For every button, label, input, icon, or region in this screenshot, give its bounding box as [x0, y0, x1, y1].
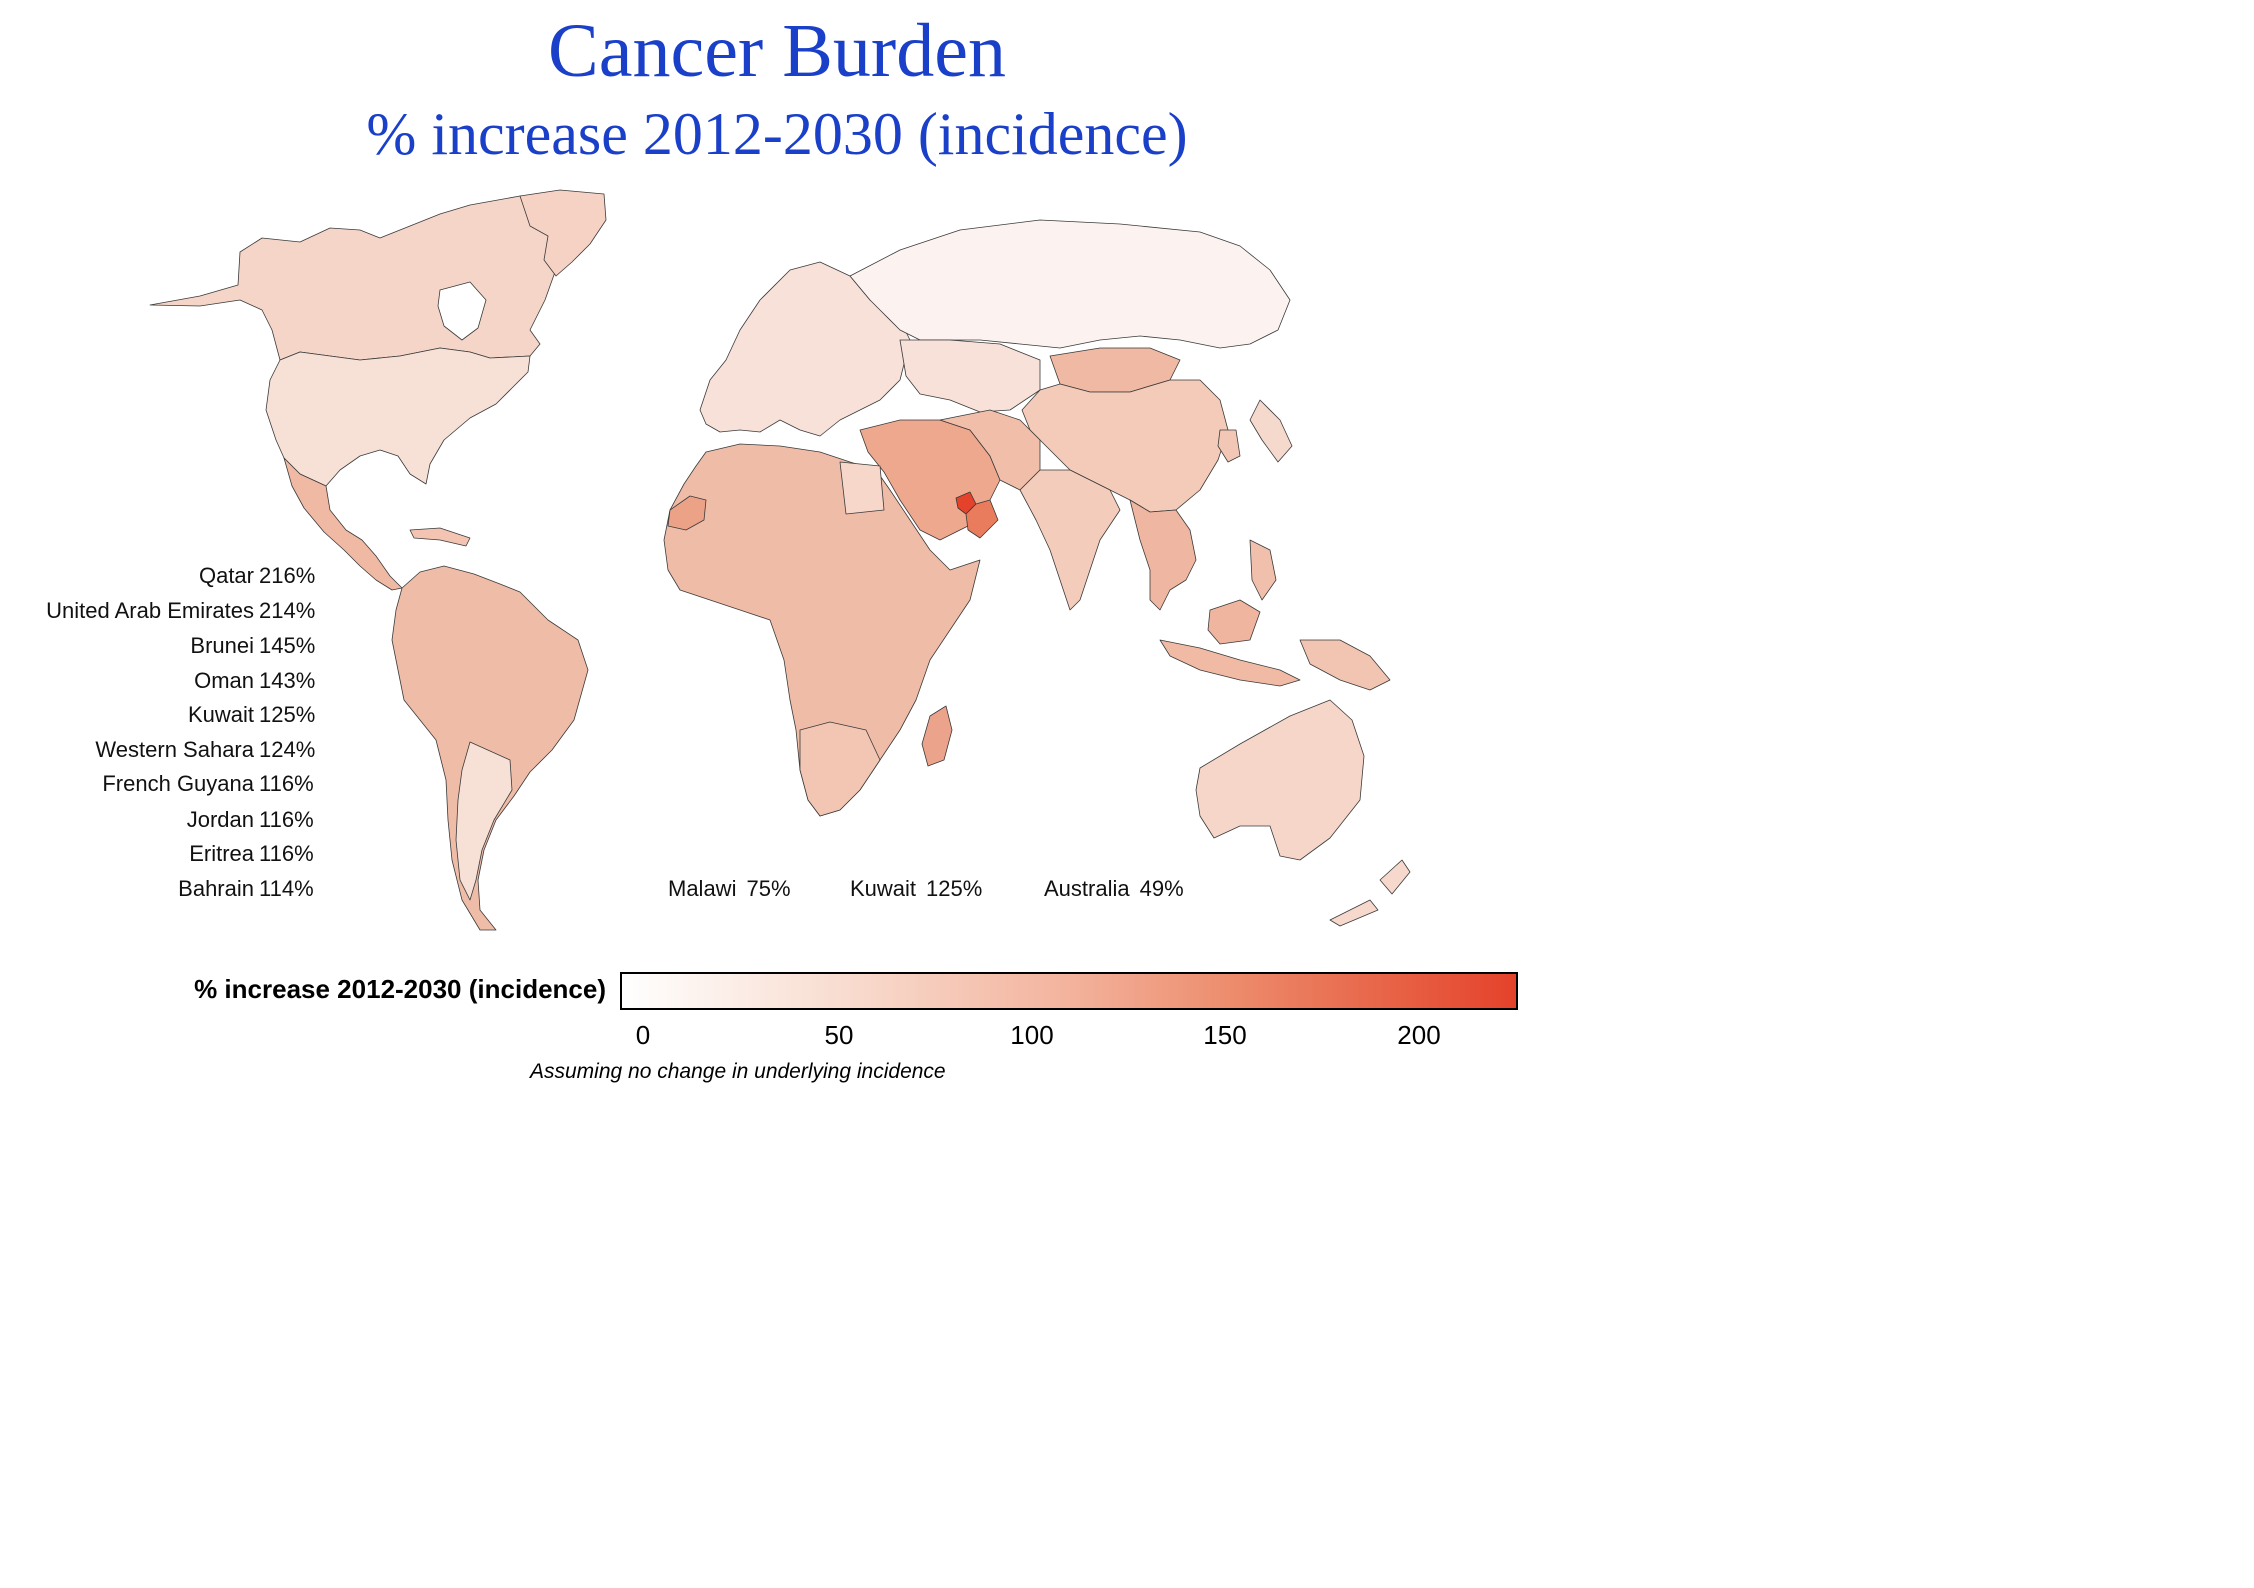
- country-value: 143%: [259, 668, 316, 693]
- country-name: Oman: [194, 668, 254, 693]
- region-caribbean: [409, 527, 471, 547]
- region-egypt: [839, 461, 885, 515]
- region-southern-africa: [799, 721, 881, 817]
- highlight-value: 125%: [926, 876, 983, 901]
- list-item: French Guyana 116%: [0, 771, 330, 805]
- country-name: Western Sahara: [95, 737, 254, 762]
- region-philippines: [1249, 539, 1277, 601]
- legend-tick: 150: [1203, 1020, 1247, 1050]
- region-new-guinea: [1299, 639, 1391, 691]
- country-value: 216%: [259, 563, 316, 588]
- country-name: Eritrea: [189, 841, 254, 866]
- legend-tick: 100: [1010, 1020, 1054, 1050]
- highlight-country: Australia: [1044, 876, 1130, 901]
- country-value: 125%: [259, 702, 316, 727]
- region-argentina: [455, 741, 513, 901]
- region-southeast-asia: [1129, 499, 1197, 611]
- list-item: Qatar 216%: [0, 563, 330, 597]
- list-item: United Arab Emirates 214%: [0, 598, 330, 632]
- country-value: 214%: [259, 598, 316, 623]
- legend-tick: 50: [824, 1020, 854, 1050]
- list-item: Jordan 116%: [0, 807, 330, 841]
- country-name: Brunei: [190, 633, 254, 658]
- map-title: Cancer Burden: [548, 9, 1006, 93]
- region-europe: [699, 261, 911, 437]
- list-item: Oman 143%: [0, 668, 330, 702]
- highlight-value: 75%: [746, 876, 791, 901]
- list-item: Western Sahara 124%: [0, 737, 330, 771]
- region-madagascar: [921, 705, 953, 767]
- legend-note: Assuming no change in underlying inciden…: [530, 1060, 946, 1083]
- region-new-zealand: [1329, 859, 1411, 927]
- list-item: Kuwait 125%: [0, 702, 330, 736]
- world-choropleth-map: [149, 189, 1411, 931]
- highlight-kuwait: Kuwait 125%: [850, 876, 982, 902]
- country-name: United Arab Emirates: [46, 598, 254, 623]
- region-usa: [265, 347, 531, 487]
- country-name: French Guyana: [102, 771, 254, 796]
- region-korea: [1217, 429, 1241, 463]
- region-south-america: [391, 565, 589, 931]
- legend-tick: 200: [1397, 1020, 1441, 1050]
- map-subtitle: % increase 2012-2030 (incidence): [366, 101, 1188, 167]
- legend-color-scale: [620, 972, 1518, 1010]
- region-russia: [849, 219, 1291, 349]
- list-item: Brunei 145%: [0, 633, 330, 667]
- country-value: 124%: [259, 737, 316, 762]
- country-name: Bahrain: [178, 876, 254, 901]
- legend-tick: 0: [635, 1020, 651, 1050]
- highlight-australia: Australia 49%: [1044, 876, 1184, 902]
- legend-label: % increase 2012-2030 (incidence): [194, 974, 606, 1004]
- highlight-country: Kuwait: [850, 876, 917, 901]
- region-central-asia: [899, 339, 1041, 413]
- list-item: Eritrea 116%: [0, 841, 330, 875]
- country-name: Qatar: [198, 563, 254, 588]
- region-borneo: [1207, 599, 1261, 645]
- country-name: Kuwait: [187, 702, 254, 727]
- country-value: 116%: [259, 771, 314, 796]
- region-indonesia: [1159, 639, 1301, 687]
- country-value: 116%: [259, 807, 314, 832]
- region-china: [1021, 379, 1229, 513]
- country-name: Jordan: [186, 807, 254, 832]
- highlight-value: 49%: [1139, 876, 1184, 901]
- region-oman: [965, 499, 999, 539]
- region-greenland: [519, 189, 607, 277]
- country-value: 145%: [259, 633, 316, 658]
- highlight-malawi: Malawi 75%: [668, 876, 791, 902]
- list-item: Bahrain 114%: [0, 876, 330, 910]
- region-western-sahara: [667, 495, 707, 531]
- hudson-bay: [437, 281, 487, 341]
- country-value: 114%: [259, 876, 314, 901]
- region-india: [1019, 469, 1121, 611]
- region-australia: [1195, 699, 1365, 861]
- region-japan: [1249, 399, 1293, 463]
- country-value: 116%: [259, 841, 314, 866]
- highlight-country: Malawi: [668, 876, 737, 901]
